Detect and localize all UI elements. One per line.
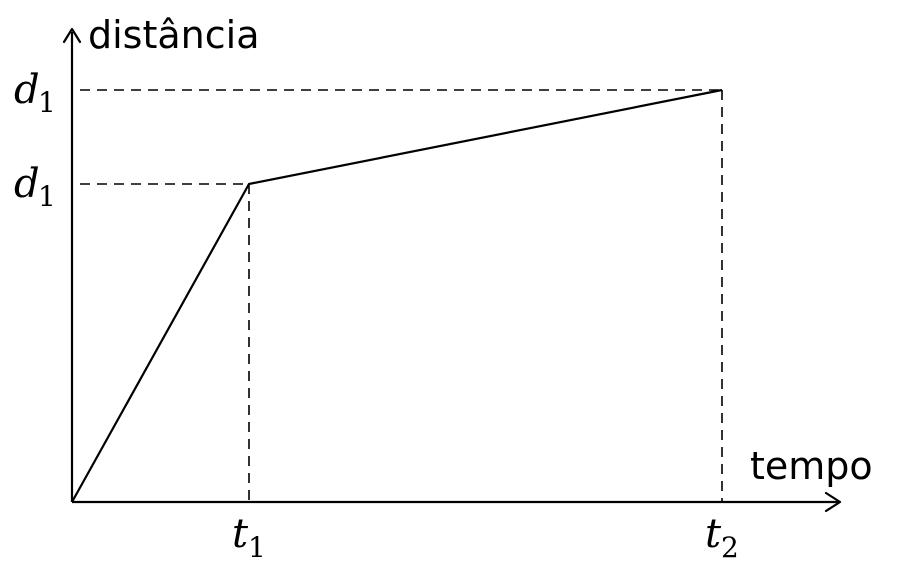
svg-text:t: t [705, 511, 722, 557]
y-tick-label-lower: d 1 [14, 161, 56, 213]
x-axis-label: tempo [750, 444, 873, 488]
svg-text:1: 1 [38, 86, 56, 119]
svg-text:1: 1 [248, 531, 266, 564]
x-axis-arrowhead [824, 491, 842, 513]
distance-time-graph [71, 88, 723, 503]
svg-text:2: 2 [721, 531, 739, 564]
svg-text:d: d [14, 67, 40, 113]
svg-text:d: d [14, 161, 40, 207]
svg-text:1: 1 [38, 180, 56, 213]
x-tick-label-t2: t 2 [705, 511, 739, 564]
svg-text:t: t [232, 511, 249, 557]
y-axis-arrowhead [62, 27, 82, 44]
y-axis-label: distância [88, 13, 259, 57]
y-tick-label-upper: d 1 [14, 67, 56, 119]
x-tick-label-t1: t 1 [232, 511, 266, 564]
